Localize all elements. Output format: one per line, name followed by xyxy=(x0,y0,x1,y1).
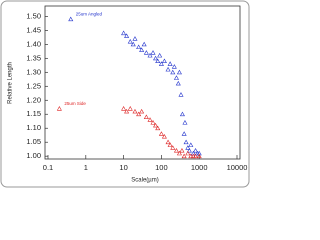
frame xyxy=(0,0,250,188)
point xyxy=(68,16,74,22)
point xyxy=(196,150,202,156)
point xyxy=(161,134,167,139)
y-tick-label: 1.45 xyxy=(26,25,41,34)
point xyxy=(147,52,153,58)
point xyxy=(167,61,173,66)
point xyxy=(158,61,164,66)
point xyxy=(181,153,187,159)
y-tick-label: 1.05 xyxy=(26,137,41,146)
x-tick-label: 100 xyxy=(155,163,168,172)
point xyxy=(150,120,156,125)
point xyxy=(158,131,164,136)
point xyxy=(173,75,179,80)
x-tick-label: 0.1 xyxy=(43,163,53,172)
point xyxy=(153,122,159,128)
point xyxy=(176,69,182,75)
point xyxy=(185,150,191,156)
point xyxy=(56,106,62,111)
x-tick-label: 10000 xyxy=(227,163,248,172)
point xyxy=(183,139,189,145)
point xyxy=(147,117,153,122)
x-axis-label: Scale(µm) xyxy=(131,178,158,184)
y-tick-label: 1.15 xyxy=(26,109,41,118)
series-label: 25um Angled xyxy=(76,11,103,16)
point xyxy=(176,150,182,156)
y-tick-label: 1.30 xyxy=(26,67,41,76)
point xyxy=(190,150,196,156)
point xyxy=(170,145,176,150)
y-tick-label: 1.20 xyxy=(26,95,41,104)
chart: Scale(µm) Relative Length 1.00 1.05 1.10 1.… xyxy=(0,0,250,188)
y-axis-label: Relative Length xyxy=(8,62,14,104)
point xyxy=(139,47,145,52)
y-tick-label: 1.25 xyxy=(26,81,41,90)
point xyxy=(121,106,127,111)
point xyxy=(136,111,142,117)
point xyxy=(165,66,171,72)
point xyxy=(188,142,194,147)
point xyxy=(127,106,133,111)
point xyxy=(132,36,138,41)
y-tick-label: 1.35 xyxy=(26,53,41,62)
point xyxy=(170,69,176,75)
point xyxy=(165,139,171,145)
point xyxy=(196,153,202,159)
point xyxy=(157,52,163,58)
point xyxy=(179,111,185,117)
point xyxy=(175,80,181,86)
x-tick-label: 1000 xyxy=(191,163,208,172)
point xyxy=(124,33,130,38)
point xyxy=(132,108,138,114)
x-tick-label: 1 xyxy=(84,163,88,172)
point xyxy=(124,108,130,114)
point xyxy=(155,125,161,131)
point xyxy=(167,142,173,147)
plot-area xyxy=(44,5,241,160)
point xyxy=(143,50,149,55)
point xyxy=(182,120,188,125)
point xyxy=(185,145,191,150)
page: Scale(µm) Relative Length 1.00 1.05 1.10 1.… xyxy=(0,0,250,188)
point xyxy=(141,41,147,47)
point xyxy=(127,38,133,44)
point xyxy=(136,44,142,50)
point xyxy=(179,147,185,153)
point xyxy=(188,153,194,159)
point xyxy=(130,41,136,47)
point xyxy=(171,64,177,69)
point xyxy=(178,92,184,97)
point xyxy=(153,55,159,61)
point xyxy=(150,50,156,55)
point xyxy=(143,114,149,119)
point xyxy=(173,147,179,153)
point xyxy=(155,58,161,64)
x-tick-label: 10 xyxy=(119,163,127,172)
y-tick-label: 1.10 xyxy=(26,123,41,132)
point xyxy=(121,30,127,36)
point xyxy=(161,58,167,64)
y-tick-label: 1.40 xyxy=(26,39,41,48)
point xyxy=(186,147,192,153)
series-label: 25um Side xyxy=(64,101,86,106)
point xyxy=(139,108,145,114)
point xyxy=(193,147,199,153)
y-tick-label: 1.00 xyxy=(26,151,41,160)
y-tick-label: 1.50 xyxy=(26,11,41,20)
point xyxy=(193,153,199,159)
point xyxy=(181,131,187,136)
